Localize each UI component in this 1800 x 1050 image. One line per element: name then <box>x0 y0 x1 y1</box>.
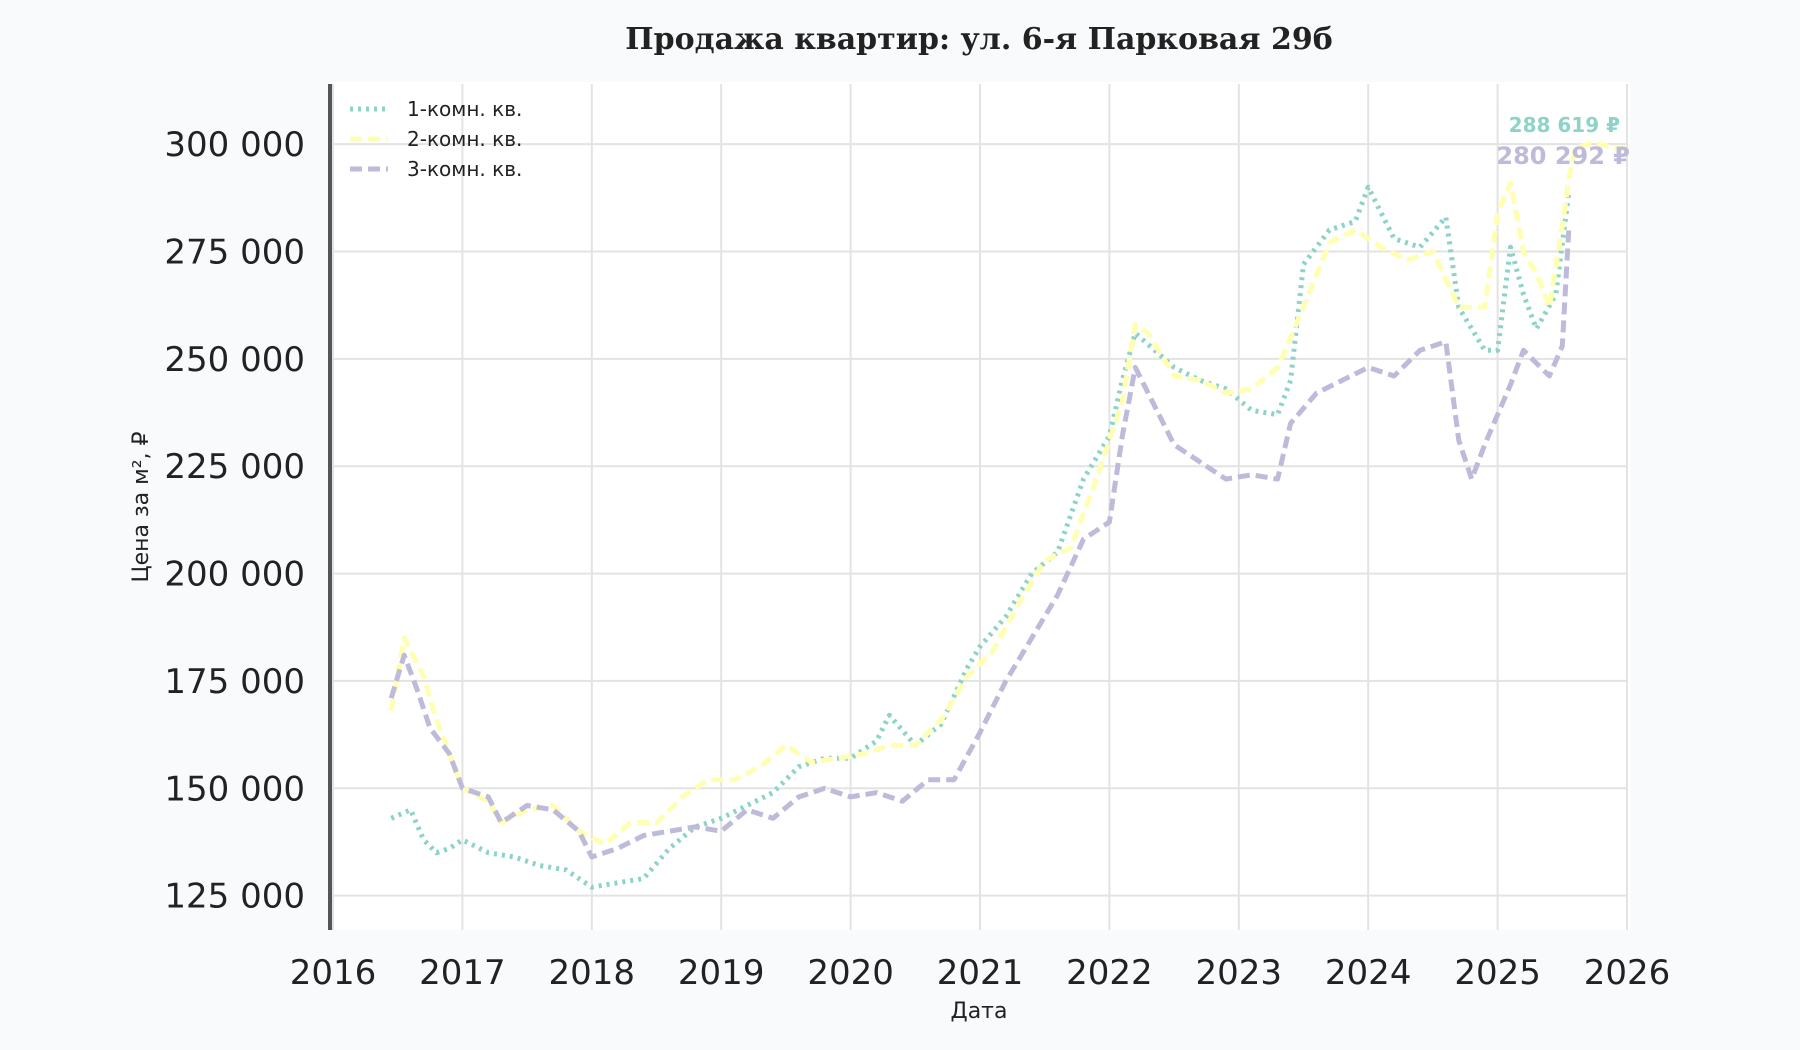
legend-label-3: 3-комн. кв. <box>407 157 522 181</box>
series-lines <box>388 141 1627 890</box>
x-tick-2020: 2020 <box>807 953 894 993</box>
x-tick-2021: 2021 <box>937 953 1024 993</box>
y-gridlines <box>333 143 1627 897</box>
y-tick-275000: 275 000 <box>164 232 305 272</box>
y-tick-225000: 225 000 <box>164 447 305 487</box>
x-tick-2025: 2025 <box>1454 953 1541 993</box>
x-tick-2024: 2024 <box>1325 953 1412 993</box>
x-axis-label: Дата <box>951 999 1008 1024</box>
x-tick-2018: 2018 <box>549 953 636 993</box>
y-tick-125000: 125 000 <box>164 877 305 917</box>
y-tick-175000: 175 000 <box>164 662 305 702</box>
y-tick-200000: 200 000 <box>164 555 305 595</box>
legend-label-1: 1-комн. кв. <box>407 97 522 121</box>
y-tick-labels: 125 000 150 000 175 000 200 000 225 000 250 0… <box>164 125 305 917</box>
x-tick-2019: 2019 <box>678 953 765 993</box>
series-line-1 <box>390 184 1572 890</box>
chart-title: Продажа квартир: ул. 6-я Парковая 29б <box>625 22 1332 57</box>
end-label-1k: 288 619 ₽ <box>1509 113 1620 137</box>
y-tick-150000: 150 000 <box>164 769 305 809</box>
x-tick-2026: 2026 <box>1584 953 1671 993</box>
x-tick-2016: 2016 <box>290 953 377 993</box>
y-tick-250000: 250 000 <box>164 340 305 380</box>
x-tick-2023: 2023 <box>1196 953 1283 993</box>
x-tick-labels: 2016 2017 2018 2019 2020 2021 2022 2023 2024 2025… <box>290 953 1671 993</box>
series-line-3 <box>388 228 1572 860</box>
legend: 1-комн. кв. 2-комн. кв. 3-комн. кв. <box>350 97 522 181</box>
end-label-3k: 280 292 ₽ <box>1496 142 1630 170</box>
x-tick-2017: 2017 <box>419 953 506 993</box>
legend-label-2: 2-комн. кв. <box>407 127 522 151</box>
y-tick-300000: 300 000 <box>164 125 305 165</box>
x-tick-2022: 2022 <box>1066 953 1153 993</box>
y-axis-label: Цена за м², ₽ <box>129 431 154 582</box>
